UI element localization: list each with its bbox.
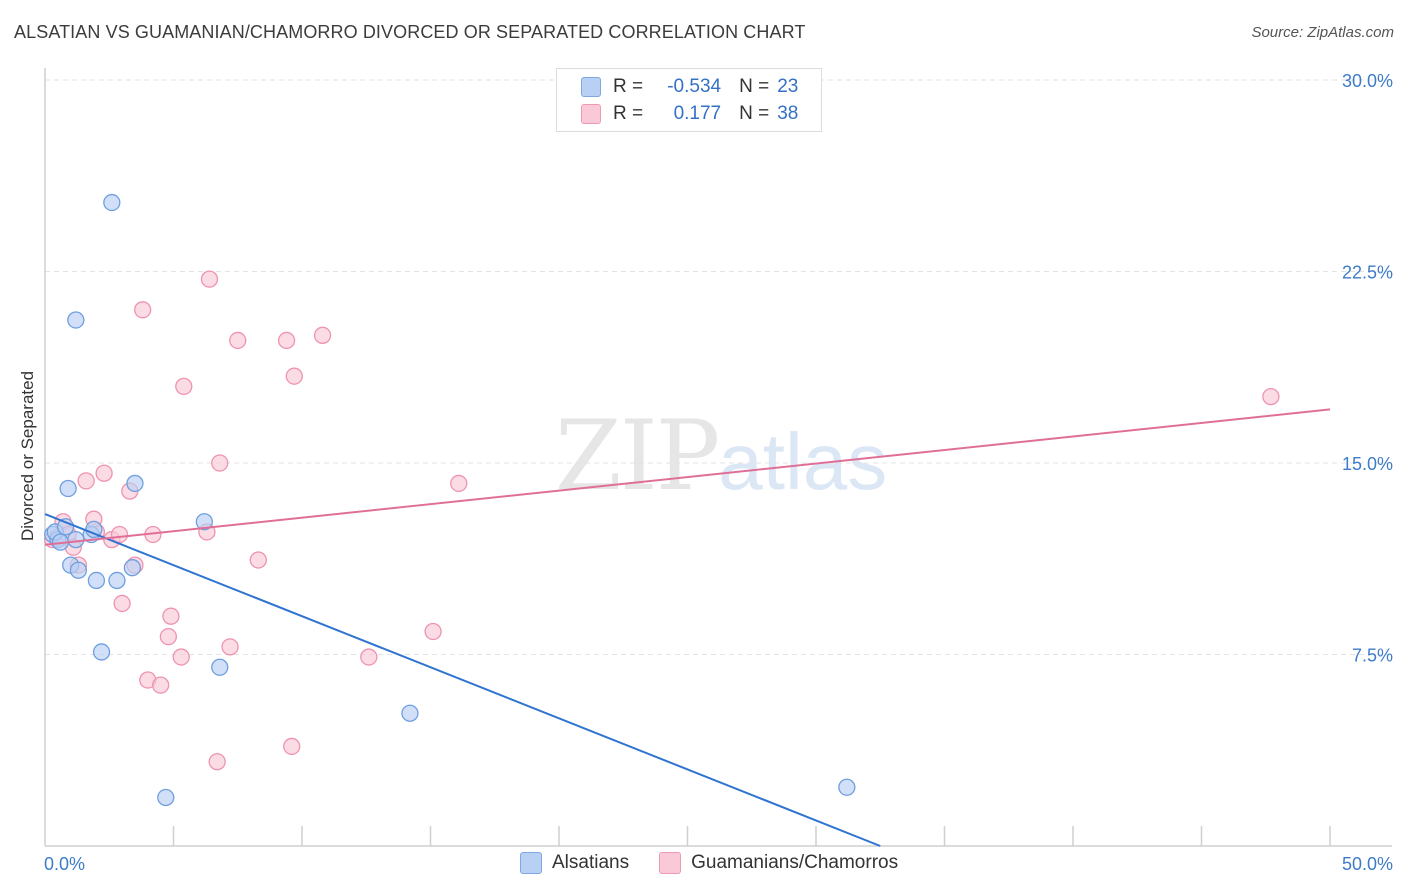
x-tick-label: 50.0%: [1342, 854, 1393, 874]
legend-swatch-pink: [581, 104, 601, 124]
trend-line: [44, 513, 881, 847]
watermark: ZIPatlas: [555, 400, 887, 512]
data-point: [221, 638, 239, 656]
data-point: [59, 479, 77, 498]
series-guamanians-points: [44, 270, 1280, 771]
series-legend: Alsatians Guamanians/Chamorros: [520, 852, 928, 874]
legend-label-guamanians: Guamanians/Chamorros: [691, 852, 899, 873]
y-tick-label: 15.0%: [1342, 454, 1393, 474]
data-point: [110, 525, 129, 544]
y-tick-label: 7.5%: [1352, 646, 1393, 666]
data-point: [200, 270, 219, 288]
correlation-legend: R = -0.534 N = 23 R = 0.177 N = 38: [556, 68, 822, 132]
data-point: [151, 676, 170, 694]
legend-n-value: 38: [777, 103, 799, 124]
data-point: [157, 788, 175, 807]
data-point: [229, 331, 247, 350]
data-point: [123, 559, 142, 577]
legend-swatch-blue: [581, 77, 601, 97]
y-tick-label: 30.0%: [1342, 71, 1393, 91]
y-tick-label: 22.5%: [1342, 263, 1393, 283]
data-point: [838, 778, 856, 796]
data-point: [108, 571, 126, 590]
data-point: [208, 753, 226, 771]
legend-n-label: N =: [739, 76, 770, 97]
data-point: [424, 622, 442, 641]
y-axis-label: Divorced or Separated: [18, 370, 37, 542]
legend-r-value: -0.534: [667, 76, 722, 97]
data-point: [162, 607, 180, 625]
watermark-zip: ZIP: [555, 400, 720, 512]
data-point: [126, 474, 144, 493]
gridlines: [45, 79, 1392, 655]
data-point: [1262, 387, 1280, 406]
legend-r-label: R =: [613, 103, 644, 124]
legend-item-alsatians[interactable]: Alsatians: [520, 852, 629, 874]
trend-line: [44, 408, 1331, 546]
legend-swatch-blue: [520, 852, 542, 874]
data-point: [249, 551, 267, 569]
data-point: [69, 561, 88, 579]
tick-labels: 30.0% 22.5% 15.0% 7.5% 0.0% 50.0%: [44, 71, 1393, 874]
data-point: [92, 643, 111, 661]
series-alsatians-points: [44, 193, 856, 807]
data-point: [195, 513, 213, 531]
data-point: [67, 311, 85, 329]
watermark-atlas: atlas: [718, 417, 888, 506]
data-point: [172, 648, 190, 666]
ticks: [172, 826, 1331, 846]
data-point: [87, 571, 106, 590]
axes: [44, 68, 1392, 847]
data-point: [175, 377, 193, 396]
legend-n-value: 23: [777, 76, 799, 97]
legend-row-guamanians: R = 0.177 N = 38: [581, 101, 798, 127]
data-point: [285, 367, 303, 385]
data-point: [283, 737, 301, 756]
legend-item-guamanians[interactable]: Guamanians/Chamorros: [659, 852, 898, 874]
chart-title: ALSATIAN VS GUAMANIAN/CHAMORRO DIVORCED …: [14, 22, 806, 42]
data-point: [95, 464, 113, 482]
legend-swatch-pink: [659, 852, 682, 874]
data-point: [277, 331, 296, 350]
x-tick-label: 0.0%: [44, 854, 85, 874]
data-point: [159, 627, 178, 646]
data-point: [67, 530, 85, 549]
data-point: [77, 472, 95, 490]
data-point: [211, 454, 229, 472]
source-label: Source: ZipAtlas.com: [1251, 24, 1394, 41]
data-point: [401, 704, 419, 722]
data-point: [211, 658, 229, 676]
data-point: [113, 594, 131, 613]
data-point: [313, 326, 332, 344]
data-point: [103, 193, 121, 212]
legend-n-label: N =: [739, 103, 770, 124]
legend-label-alsatians: Alsatians: [552, 852, 630, 873]
legend-r-label: R =: [613, 76, 644, 97]
legend-row-alsatians: R = -0.534 N = 23: [581, 74, 798, 100]
data-point: [360, 648, 378, 666]
data-point: [134, 301, 152, 319]
legend-r-value: 0.177: [673, 103, 722, 124]
data-point: [450, 474, 468, 493]
trend-lines: [44, 408, 1331, 847]
